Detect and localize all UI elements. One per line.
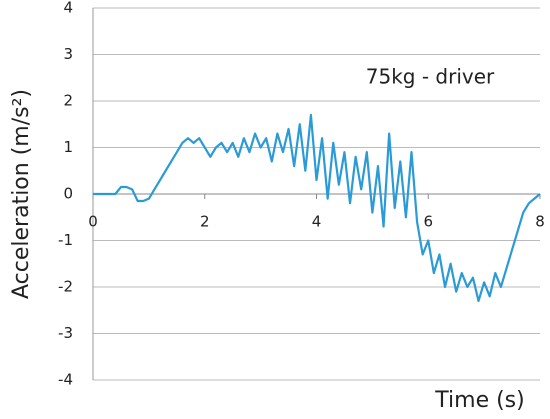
y-tick-label: 2 [63, 92, 73, 110]
y-tick-label: -2 [58, 278, 73, 296]
x-tick-label: 0 [88, 213, 98, 231]
x-tick-label: 6 [423, 213, 433, 231]
y-tick-label: -1 [58, 231, 73, 249]
annotation: 75kg - driver [366, 65, 495, 89]
x-tick-label: 4 [312, 213, 322, 231]
y-tick-label: -3 [58, 324, 73, 342]
y-tick-label: 1 [63, 138, 73, 156]
y-tick-label: 4 [63, 0, 73, 17]
data-line [93, 113, 541, 303]
y-tick-label: 3 [63, 45, 73, 63]
y-tick-label: -4 [58, 371, 73, 389]
x-axis-title: Time (s) [434, 388, 524, 413]
y-axis-title: Acceleration (m/s²) [9, 89, 34, 299]
x-tick-label: 8 [535, 213, 545, 231]
x-tick-label: 2 [200, 213, 210, 231]
y-tick-label: 0 [63, 185, 73, 203]
